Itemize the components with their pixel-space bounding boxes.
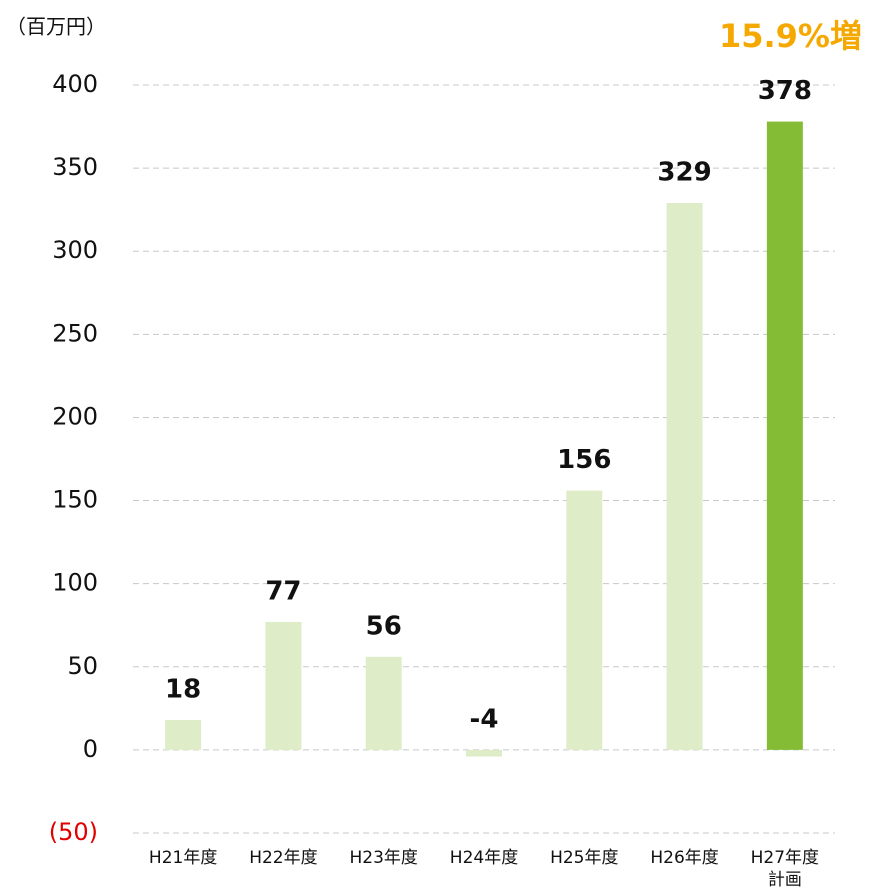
- y-tick-label: 350: [52, 153, 98, 181]
- bar: [165, 719, 202, 750]
- y-tick-label: 400: [52, 70, 98, 98]
- value-label: 18: [165, 674, 201, 704]
- x-tick-label: H21年度: [149, 848, 217, 868]
- y-tick-label: 200: [52, 402, 98, 430]
- x-tick-label: H22年度: [249, 848, 317, 868]
- x-tick-label: H25年度: [550, 848, 618, 868]
- y-tick-label: 300: [52, 236, 98, 264]
- y-tick-label: 150: [52, 486, 98, 514]
- value-label: -4: [470, 704, 499, 734]
- bar: [766, 121, 803, 750]
- bar: [666, 203, 703, 750]
- value-label: 156: [557, 445, 611, 475]
- y-tick-label: 50: [67, 652, 98, 680]
- value-label: 378: [758, 76, 812, 106]
- x-tick-label: H24年度: [450, 848, 518, 868]
- value-label: 77: [265, 576, 301, 606]
- unit-label: （百万円）: [6, 15, 106, 39]
- x-tick-label: H26年度: [650, 848, 718, 868]
- value-label: 329: [657, 158, 711, 188]
- y-tick-label: (50): [49, 818, 98, 846]
- y-tick-label: 100: [52, 569, 98, 597]
- annotation: 15.9%増: [719, 17, 862, 55]
- y-tick-label: 250: [52, 319, 98, 347]
- bar: [566, 490, 603, 750]
- bar: [365, 656, 402, 750]
- y-tick-label: 0: [83, 735, 98, 763]
- value-label: 56: [366, 611, 402, 641]
- bar: [265, 621, 302, 750]
- x-tick-label: H23年度: [350, 848, 418, 868]
- bar: [466, 749, 502, 757]
- x-tick-label: H27年度計画: [751, 848, 819, 890]
